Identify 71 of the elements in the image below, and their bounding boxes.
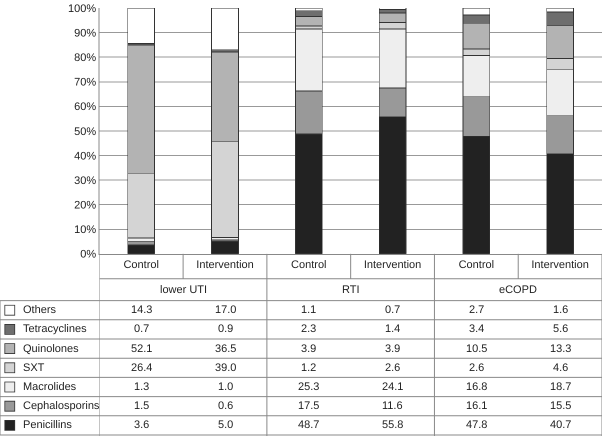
data-label: 47.8	[466, 419, 488, 431]
data-label: 3.6	[134, 419, 150, 431]
data-label: 16.8	[466, 381, 488, 393]
data-label: 14.3	[131, 304, 152, 316]
data-label: 11.6	[382, 400, 403, 412]
data-label: 39.0	[215, 362, 236, 374]
y-tick-label: 60%	[74, 101, 96, 114]
x-tick-label: Control	[458, 259, 494, 272]
data-label: 1.0	[218, 381, 234, 393]
data-label: 5.6	[553, 323, 568, 335]
data-label: 0.9	[218, 323, 234, 335]
text: eCOPD	[499, 284, 537, 296]
x-tick-label: Control	[123, 259, 159, 272]
x-tick-label: Intervention	[531, 259, 589, 272]
data-label: 25.3	[298, 381, 320, 393]
bar	[211, 8, 239, 50]
data-label: 26.4	[131, 362, 152, 374]
legend-label: SXT	[23, 362, 45, 374]
data-label: 15.5	[550, 400, 572, 412]
data-label: 17.0	[215, 304, 236, 316]
y-tick-label: 40%	[74, 150, 96, 162]
data-label: 1.4	[385, 323, 400, 335]
data-label: 18.7	[550, 381, 572, 393]
data-label: 0.7	[385, 304, 400, 316]
data-label: 36.5	[215, 343, 236, 355]
y-tick-label: 20%	[74, 200, 96, 212]
data-label: 3.9	[301, 343, 316, 355]
text: lower UTI	[160, 284, 208, 296]
legend-label: Tetracyclines	[23, 323, 88, 335]
x-tick-label: Intervention	[196, 259, 254, 272]
y-tick-label: 10%	[74, 224, 96, 236]
legend-label: Penicillins	[23, 419, 72, 431]
legend-label: Cephalosporins	[23, 400, 100, 412]
x-tick-label: Intervention	[364, 259, 422, 272]
data-label: 48.7	[298, 419, 320, 431]
data-label: 13.3	[550, 343, 572, 355]
data-label: 10.5	[466, 343, 488, 355]
y-tick-label: 80%	[74, 52, 96, 64]
data-label: 2.7	[469, 304, 484, 316]
data-label: 40.7	[550, 419, 572, 431]
data-label: 1.1	[301, 304, 316, 316]
y-tick-label: 100%	[68, 2, 96, 15]
legend-label: Others	[23, 304, 57, 316]
data-label: 17.5	[298, 400, 320, 412]
bar	[211, 241, 239, 254]
data-label: 1.3	[134, 381, 150, 393]
data-label: 0.7	[134, 323, 150, 335]
data-label: 1.6	[553, 304, 568, 316]
y-tick-label: 0%	[80, 248, 96, 261]
y-tick-label: 70%	[74, 76, 96, 89]
data-label: 2.3	[301, 323, 316, 335]
data-label: 2.6	[469, 362, 484, 374]
data-label: 4.6	[553, 362, 568, 374]
data-label: 16.1	[466, 400, 488, 412]
y-tick-label: 90%	[74, 27, 96, 40]
data-label: 1.5	[134, 400, 150, 412]
data-label: 2.6	[385, 362, 400, 374]
y-tick-label: 50%	[74, 126, 96, 138]
data-label: 5.0	[218, 419, 234, 431]
data-label: 24.1	[382, 381, 404, 393]
data-label: 1.2	[301, 362, 316, 374]
legend-label: Quinolones	[23, 343, 80, 355]
data-label: 0.6	[218, 400, 234, 412]
data-label: 55.8	[382, 419, 404, 431]
data-label: 52.1	[131, 343, 152, 355]
text: RTI	[342, 284, 360, 296]
data-label: 3.4	[469, 323, 484, 335]
legend-label: Macrolides	[23, 381, 77, 393]
x-tick-label: Control	[291, 259, 327, 272]
data-label: 3.9	[385, 343, 400, 355]
y-tick-label: 30%	[74, 174, 96, 187]
